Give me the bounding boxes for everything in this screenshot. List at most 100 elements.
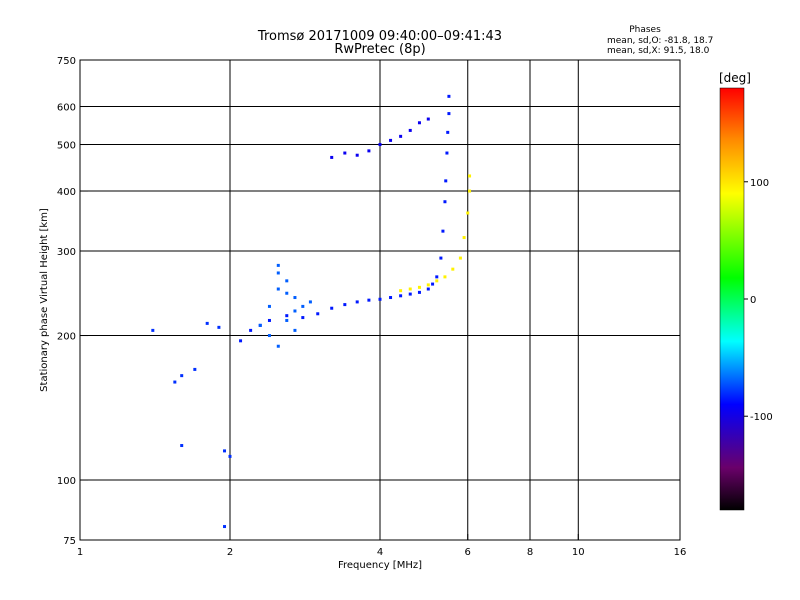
y-tick-label: 75 — [63, 536, 76, 547]
data-point — [276, 271, 280, 275]
data-point — [444, 179, 448, 183]
data-point — [399, 289, 403, 293]
data-point — [223, 449, 227, 453]
data-point — [408, 292, 412, 296]
data-point — [343, 151, 347, 155]
phases-x-stats: mean, sd,X: 91.5, 18.0 — [607, 46, 710, 56]
data-point — [193, 367, 197, 371]
data-point — [301, 316, 305, 320]
data-point — [228, 454, 232, 458]
data-point — [417, 290, 421, 294]
data-point — [205, 321, 209, 325]
phases-header: Phases — [629, 25, 661, 35]
data-point — [431, 282, 435, 286]
data-point — [447, 94, 451, 98]
data-point — [258, 323, 262, 327]
data-point — [417, 285, 421, 289]
data-point — [223, 525, 227, 529]
x-tick-label: 2 — [227, 547, 233, 558]
data-point — [399, 294, 403, 298]
data-point — [458, 256, 462, 260]
data-point — [249, 328, 253, 332]
data-point — [293, 296, 297, 300]
colorbar-tick-label: 0 — [750, 295, 756, 306]
x-axis-label: Frequency [MHz] — [338, 560, 422, 571]
y-tick-label: 300 — [57, 247, 76, 258]
data-point — [239, 339, 243, 343]
data-point — [389, 296, 393, 300]
data-point — [378, 143, 382, 147]
x-tick-label: 10 — [572, 547, 585, 558]
data-point — [285, 314, 289, 318]
chart-title: Tromsø 20171009 09:40:00–09:41:43 — [257, 29, 502, 44]
y-tick-label: 100 — [57, 476, 76, 487]
colorbar-ticks: 100 0 -100 — [744, 178, 773, 423]
data-point — [408, 128, 412, 132]
data-point — [276, 287, 280, 291]
data-point — [180, 444, 184, 448]
data-point — [151, 328, 155, 332]
data-point — [426, 287, 430, 291]
data-point — [330, 155, 334, 159]
y-tick-label: 750 — [57, 56, 76, 67]
data-point — [355, 300, 359, 304]
data-point — [217, 325, 221, 329]
colorbar-label: [deg] — [719, 71, 751, 85]
data-point — [173, 380, 177, 384]
data-point — [435, 275, 439, 279]
data-point — [343, 303, 347, 307]
data-point — [180, 374, 184, 378]
chart-subtitle: RwPretec (8p) — [334, 42, 425, 57]
data-point — [468, 174, 472, 178]
data-point — [308, 300, 312, 304]
data-point — [439, 256, 443, 260]
data-points — [151, 94, 472, 529]
data-point — [443, 275, 447, 279]
colorbar-tick-label: 100 — [750, 178, 769, 189]
data-point — [417, 121, 421, 125]
y-tick-label: 400 — [57, 187, 76, 198]
data-point — [389, 138, 393, 142]
y-tick-label: 600 — [57, 103, 76, 114]
data-point — [276, 344, 280, 348]
data-point — [276, 263, 280, 267]
data-point — [330, 306, 334, 310]
data-point — [267, 334, 271, 338]
data-point — [446, 130, 450, 134]
y-tick-label: 200 — [57, 332, 76, 343]
y-axis-ticks: 75 100 200 300 400 500 600 750 — [57, 56, 88, 547]
data-point — [443, 200, 447, 204]
data-point — [445, 151, 449, 155]
data-point — [451, 267, 455, 271]
data-point — [408, 287, 412, 291]
data-point — [285, 291, 289, 295]
y-axis-label: Stationary phase Virtual Height [km] — [39, 208, 50, 392]
data-point — [367, 149, 371, 153]
data-point — [285, 279, 289, 283]
data-point — [426, 283, 430, 287]
x-tick-label: 8 — [527, 547, 533, 558]
data-point — [468, 189, 472, 193]
x-tick-label: 16 — [674, 547, 687, 558]
data-point — [399, 134, 403, 138]
data-point — [441, 229, 445, 233]
data-point — [447, 112, 451, 116]
x-axis-ticks: 1 2 4 6 8 10 16 — [77, 534, 687, 558]
data-point — [293, 328, 297, 332]
colorbar-tick-label: -100 — [750, 412, 773, 423]
data-point — [435, 279, 439, 283]
data-point — [367, 298, 371, 302]
data-point — [285, 318, 289, 322]
x-tick-label: 6 — [465, 547, 471, 558]
x-tick-label: 1 — [77, 547, 83, 558]
phases-o-stats: mean, sd,O: -81.8, 18.7 — [607, 36, 713, 46]
x-tick-label: 4 — [377, 547, 383, 558]
y-tick-label: 500 — [57, 141, 76, 152]
data-point — [267, 304, 271, 308]
data-point — [462, 236, 466, 240]
colorbar — [719, 87, 745, 511]
data-point — [316, 312, 320, 316]
data-point — [426, 117, 430, 121]
data-point — [301, 304, 305, 308]
